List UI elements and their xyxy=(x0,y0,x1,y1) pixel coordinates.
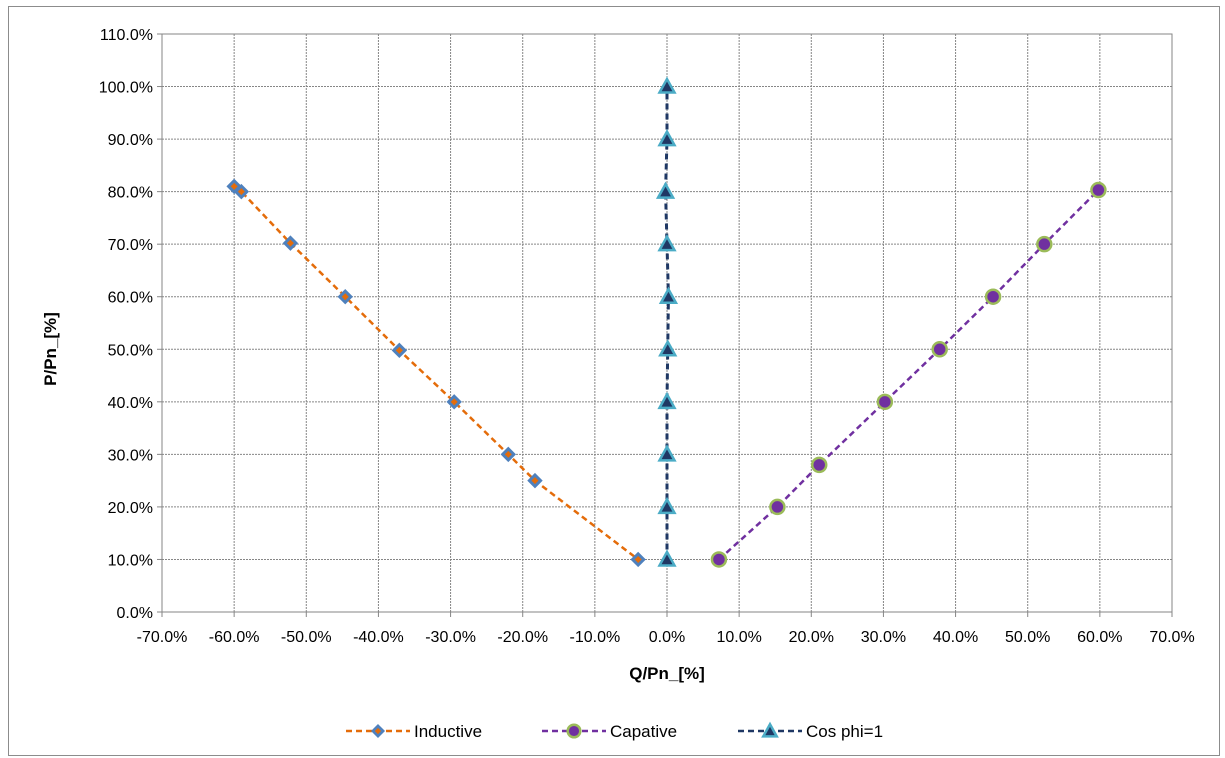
legend-marker xyxy=(761,721,779,738)
series-line xyxy=(718,189,1100,561)
data-point xyxy=(769,498,786,516)
legend-item-capative: Capative xyxy=(542,722,677,741)
data-point-inner xyxy=(230,182,238,190)
x-tick-label: 70.0% xyxy=(1149,629,1194,646)
y-tick-label: 100.0% xyxy=(99,80,153,97)
series-layer xyxy=(226,76,1107,568)
y-tick-label: 80.0% xyxy=(108,185,153,202)
series-line xyxy=(664,86,670,560)
x-tick-label: 50.0% xyxy=(1005,629,1050,646)
legend-item-cos-phi-1: Cos phi=1 xyxy=(738,721,883,741)
x-tick-label: -30.0% xyxy=(425,629,476,646)
data-point xyxy=(655,181,676,199)
data-point xyxy=(657,391,677,410)
data-point-inner xyxy=(450,398,458,406)
y-tick-label: 110.0% xyxy=(100,27,153,44)
x-tick-label: -60.0% xyxy=(209,629,260,646)
y-tick-label: 70.0% xyxy=(108,237,153,254)
chart-frame xyxy=(8,6,1220,756)
legend-label: Capative xyxy=(610,722,677,741)
data-point xyxy=(810,456,828,474)
x-tick-label: -70.0% xyxy=(137,629,188,646)
data-point xyxy=(984,288,1002,305)
data-point xyxy=(657,444,677,462)
legend-label: Inductive xyxy=(414,722,482,741)
data-point xyxy=(657,76,677,94)
data-point xyxy=(1036,235,1053,253)
series-inductive xyxy=(226,178,646,568)
grid-layer xyxy=(157,33,1173,617)
data-point xyxy=(657,549,677,567)
data-point xyxy=(658,339,678,357)
legend-marker xyxy=(566,723,582,739)
tick-layer: 0.0% 10.0% 20.0% 30.0% 40.0% 50.0% 60.0% 70.0% 8… xyxy=(99,27,1195,646)
y-axis-title: P/Pn_[%] xyxy=(41,312,60,386)
data-point xyxy=(710,551,728,568)
x-axis-title: Q/Pn_[%] xyxy=(629,664,705,683)
y-tick-label: 20.0% xyxy=(108,500,153,517)
x-tick-label: -40.0% xyxy=(353,629,404,646)
y-tick-label: 60.0% xyxy=(108,290,153,307)
data-point xyxy=(657,496,677,515)
data-point xyxy=(657,129,677,147)
x-tick-label: -50.0% xyxy=(281,629,332,646)
x-tick-label: 30.0% xyxy=(861,629,906,646)
data-point-inner xyxy=(504,450,512,458)
data-point xyxy=(657,234,677,252)
data-point xyxy=(876,393,894,411)
data-point-inner xyxy=(341,293,349,301)
legend-label: Cos phi=1 xyxy=(806,722,883,741)
data-point xyxy=(1090,181,1107,199)
y-tick-label: 40.0% xyxy=(108,395,153,412)
series-capative xyxy=(710,181,1107,568)
data-point-inner xyxy=(634,555,642,563)
series-cos-phi-1 xyxy=(655,76,679,567)
y-tick-label: 0.0% xyxy=(117,605,153,622)
x-tick-label: -20.0% xyxy=(497,629,548,646)
data-point-inner xyxy=(237,188,245,196)
x-tick-label: 60.0% xyxy=(1077,629,1122,646)
y-tick-label: 30.0% xyxy=(108,447,153,464)
x-tick-label: 10.0% xyxy=(716,629,761,646)
y-tick-label: 50.0% xyxy=(108,342,153,359)
x-tick-label: 20.0% xyxy=(789,629,834,646)
data-point-inner xyxy=(531,477,539,485)
y-tick-label: 10.0% xyxy=(108,552,153,569)
data-point-inner xyxy=(286,239,294,247)
data-point xyxy=(658,286,679,304)
data-point xyxy=(931,341,948,358)
legend-item-inductive: Inductive xyxy=(346,722,482,741)
y-tick-label: 90.0% xyxy=(108,132,153,149)
data-point-inner xyxy=(395,346,403,354)
x-tick-label: -10.0% xyxy=(570,629,621,646)
x-tick-label: 40.0% xyxy=(933,629,978,646)
legend: Inductive Capative Cos phi=1 xyxy=(346,721,883,741)
x-tick-label: 0.0% xyxy=(649,629,685,646)
legend-marker-inner xyxy=(374,727,382,735)
